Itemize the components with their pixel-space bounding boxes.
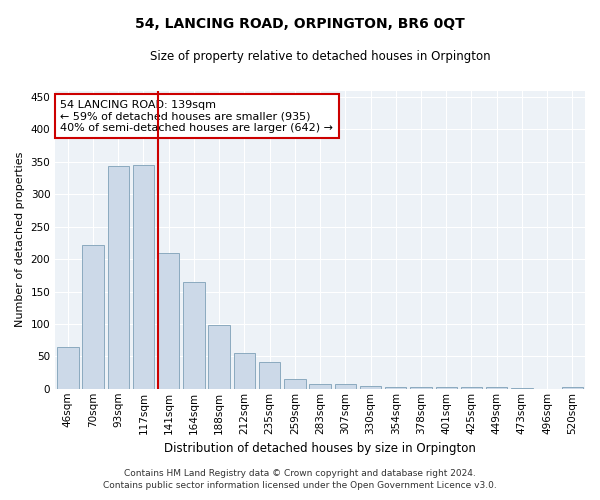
Bar	[259, 362, 280, 389]
Bar	[511, 388, 533, 389]
Bar	[360, 386, 381, 389]
Bar	[233, 353, 255, 389]
Bar	[310, 384, 331, 389]
X-axis label: Distribution of detached houses by size in Orpington: Distribution of detached houses by size …	[164, 442, 476, 455]
Bar	[158, 252, 179, 389]
Bar	[284, 379, 305, 389]
Text: 54, LANCING ROAD, ORPINGTON, BR6 0QT: 54, LANCING ROAD, ORPINGTON, BR6 0QT	[135, 18, 465, 32]
Bar	[385, 387, 406, 389]
Bar	[486, 388, 508, 389]
Text: 54 LANCING ROAD: 139sqm
← 59% of detached houses are smaller (935)
40% of semi-d: 54 LANCING ROAD: 139sqm ← 59% of detache…	[61, 100, 334, 132]
Bar	[410, 387, 432, 389]
Bar	[436, 387, 457, 389]
Bar	[107, 166, 129, 389]
Bar	[57, 346, 79, 389]
Bar	[335, 384, 356, 389]
Y-axis label: Number of detached properties: Number of detached properties	[15, 152, 25, 328]
Bar	[82, 245, 104, 389]
Bar	[461, 388, 482, 389]
Bar	[562, 388, 583, 389]
Bar	[208, 325, 230, 389]
Bar	[133, 165, 154, 389]
Bar	[183, 282, 205, 389]
Title: Size of property relative to detached houses in Orpington: Size of property relative to detached ho…	[150, 50, 490, 63]
Text: Contains HM Land Registry data © Crown copyright and database right 2024.
Contai: Contains HM Land Registry data © Crown c…	[103, 468, 497, 490]
